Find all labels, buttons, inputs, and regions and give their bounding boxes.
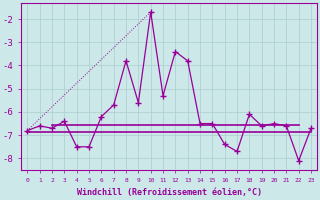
X-axis label: Windchill (Refroidissement éolien,°C): Windchill (Refroidissement éolien,°C) [77, 188, 262, 197]
